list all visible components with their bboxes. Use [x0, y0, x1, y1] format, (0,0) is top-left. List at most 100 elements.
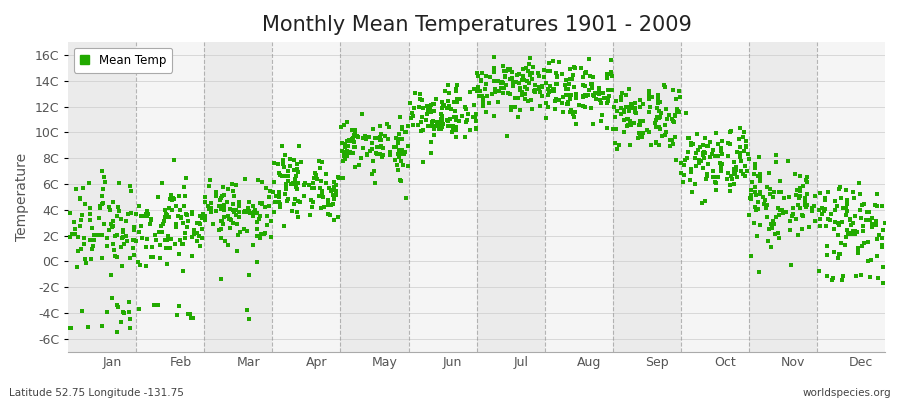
Point	[153, 242, 167, 248]
Point	[649, 139, 663, 146]
Point	[614, 94, 628, 100]
Point	[605, 73, 619, 80]
Point	[193, 242, 207, 249]
Point	[671, 108, 686, 115]
Point	[140, 213, 155, 220]
Point	[104, 272, 119, 278]
Point	[86, 232, 101, 238]
Point	[215, 193, 230, 200]
Point	[217, 202, 231, 208]
Point	[256, 200, 270, 206]
Point	[463, 127, 477, 133]
Point	[231, 203, 246, 210]
Point	[828, 207, 842, 213]
Point	[435, 105, 449, 111]
Point	[771, 189, 786, 195]
Point	[621, 85, 635, 92]
Point	[257, 230, 272, 237]
Point	[753, 191, 768, 197]
Point	[495, 63, 509, 70]
Point	[115, 235, 130, 241]
Point	[458, 106, 473, 112]
Point	[330, 174, 345, 180]
Point	[231, 214, 246, 220]
Point	[667, 118, 681, 125]
Point	[297, 180, 311, 186]
Point	[504, 74, 518, 81]
Point	[216, 184, 230, 190]
Point	[278, 152, 293, 158]
Point	[474, 70, 489, 76]
Point	[619, 116, 634, 122]
Point	[550, 74, 564, 80]
Point	[569, 91, 583, 97]
Point	[258, 230, 273, 236]
Point	[158, 210, 173, 217]
Point	[746, 171, 760, 177]
Point	[662, 137, 677, 143]
Point	[473, 88, 488, 94]
Point	[342, 148, 356, 155]
Point	[788, 171, 803, 177]
Point	[579, 70, 593, 76]
Point	[288, 181, 302, 187]
Point	[63, 210, 77, 216]
Point	[684, 141, 698, 148]
Point	[633, 122, 647, 128]
Point	[81, 323, 95, 330]
Point	[714, 168, 728, 174]
Point	[415, 114, 429, 121]
Point	[578, 70, 592, 76]
Point	[508, 78, 523, 85]
Point	[737, 173, 751, 179]
Point	[582, 56, 597, 62]
Point	[651, 114, 665, 121]
Point	[148, 302, 162, 308]
Point	[373, 151, 387, 157]
Point	[855, 243, 869, 249]
Point	[287, 200, 302, 207]
Point	[323, 188, 338, 194]
Point	[85, 224, 99, 231]
Point	[526, 106, 540, 112]
Point	[870, 203, 885, 209]
Point	[798, 204, 813, 210]
Point	[347, 132, 362, 138]
Point	[813, 216, 827, 222]
Point	[449, 124, 464, 130]
Point	[217, 205, 231, 212]
Point	[870, 236, 885, 242]
Point	[834, 277, 849, 284]
Point	[600, 99, 615, 106]
Point	[267, 198, 282, 205]
Point	[71, 233, 86, 240]
Point	[554, 71, 569, 78]
Point	[693, 158, 707, 164]
Point	[387, 144, 401, 150]
Point	[292, 198, 306, 204]
Point	[201, 203, 215, 210]
Point	[861, 239, 876, 245]
Point	[642, 92, 656, 98]
Point	[76, 185, 90, 192]
Point	[421, 106, 436, 113]
Point	[487, 78, 501, 84]
Point	[820, 242, 834, 249]
Point	[697, 151, 711, 158]
Point	[212, 203, 227, 209]
Point	[339, 150, 354, 156]
Point	[83, 204, 97, 211]
Point	[674, 160, 688, 166]
Point	[341, 137, 356, 144]
Point	[401, 143, 416, 149]
Point	[61, 325, 76, 331]
Point	[302, 182, 316, 189]
Point	[734, 154, 748, 160]
Point	[492, 88, 507, 94]
Point	[763, 186, 778, 192]
Point	[278, 180, 293, 187]
Point	[162, 245, 176, 251]
Point	[140, 262, 154, 269]
Point	[485, 91, 500, 97]
Point	[175, 241, 189, 247]
